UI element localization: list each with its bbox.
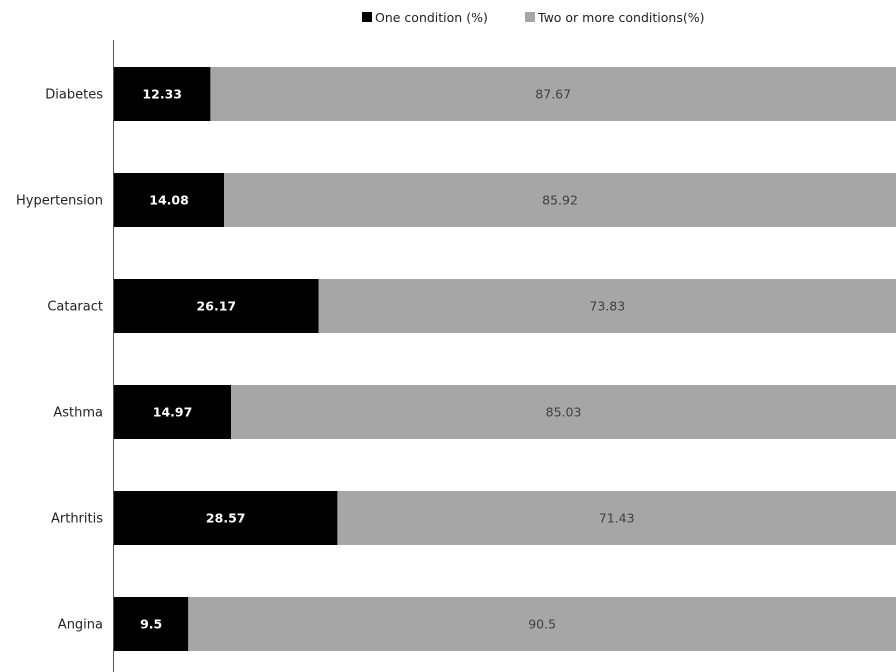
y-tick-label-cataract: Cataract [47, 300, 103, 315]
bar-one-condition-angina [114, 597, 189, 651]
bar-one-condition-hypertension [114, 173, 225, 227]
bar-one-condition-diabetes [114, 67, 211, 121]
data-label-one-condition-cataract: 26.17 [197, 299, 237, 314]
bar-two-or-more-cataract [318, 279, 896, 333]
data-label-two-or-more-angina: 90.5 [528, 617, 556, 632]
y-tick-label-diabetes: Diabetes [45, 88, 103, 103]
data-label-two-or-more-asthma: 85.03 [546, 405, 582, 420]
bar-two-or-more-angina [188, 597, 896, 651]
legend-label-two-or-more: Two or more conditions(%) [537, 10, 704, 25]
bar-two-or-more-asthma [231, 385, 896, 439]
y-tick-label-arthritis: Arthritis [51, 512, 103, 527]
bar-two-or-more-hypertension [224, 173, 896, 227]
legend: One condition (%) Two or more conditions… [362, 10, 704, 25]
data-label-two-or-more-cataract: 73.83 [589, 299, 625, 314]
bar-one-condition-cataract [114, 279, 319, 333]
y-tick-label-hypertension: Hypertension [16, 194, 103, 209]
data-label-two-or-more-diabetes: 87.67 [535, 87, 571, 102]
data-label-one-condition-hypertension: 14.08 [149, 193, 189, 208]
data-label-one-condition-diabetes: 12.33 [142, 87, 182, 102]
data-label-one-condition-angina: 9.5 [140, 617, 162, 632]
data-label-one-condition-asthma: 14.97 [153, 405, 193, 420]
data-label-two-or-more-hypertension: 85.92 [542, 193, 578, 208]
legend-swatch-two-or-more [525, 12, 535, 22]
y-tick-label-angina: Angina [58, 618, 103, 633]
legend-label-one-condition: One condition (%) [375, 10, 488, 25]
legend-swatch-one-condition [362, 12, 372, 22]
y-tick-label-asthma: Asthma [53, 406, 103, 421]
bar-two-or-more-diabetes [210, 67, 896, 121]
bar-one-condition-arthritis [114, 491, 338, 545]
bars: 12.33 87.67 14.08 85.92 26.17 73.83 14.97 85.03… [114, 67, 896, 651]
data-label-one-condition-arthritis: 28.57 [206, 511, 246, 526]
y-axis-labels: Diabetes Hypertension Cataract Asthma Arthri… [16, 88, 103, 633]
bar-one-condition-asthma [114, 385, 232, 439]
data-label-two-or-more-arthritis: 71.43 [599, 511, 635, 526]
bar-two-or-more-arthritis [337, 491, 896, 545]
